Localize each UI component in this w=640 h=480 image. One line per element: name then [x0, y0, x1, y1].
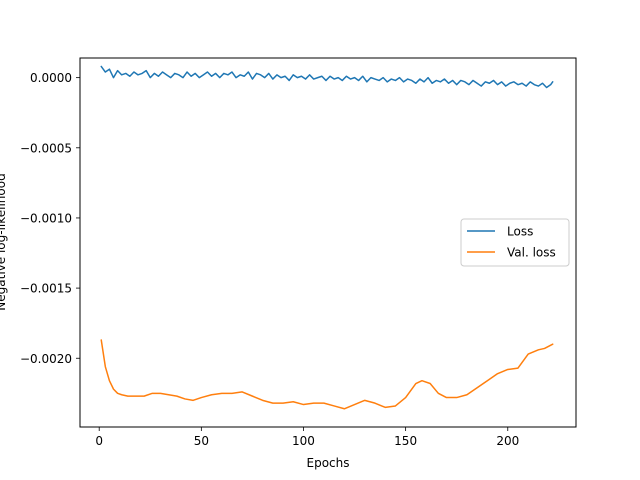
axes-frame — [79, 57, 577, 428]
y-tick-label: −0.0020 — [20, 352, 72, 366]
y-tick-label: −0.0010 — [20, 211, 72, 225]
x-tick-label: 150 — [394, 434, 417, 448]
x-axis-ticks: 0 50 100 150 200 — [95, 427, 519, 448]
x-tick-label: 0 — [95, 434, 103, 448]
x-axis-label: Epochs — [307, 456, 350, 470]
y-axis-ticks: 0.0000 −0.0005 −0.0010 −0.0015 −0.0020 — [20, 71, 80, 366]
x-tick-label: 50 — [194, 434, 209, 448]
legend-label-loss: Loss — [507, 225, 533, 239]
y-tick-label: −0.0005 — [20, 141, 72, 155]
legend: Loss Val. loss — [460, 218, 570, 267]
legend-label-val-loss: Val. loss — [507, 246, 556, 260]
series-line-val-loss — [100, 339, 554, 410]
x-tick-label: 200 — [496, 434, 519, 448]
y-tick-label: 0.0000 — [30, 71, 72, 85]
x-tick-label: 100 — [292, 434, 315, 448]
y-axis-label: Negative log-likelihood — [0, 173, 8, 310]
series-line-loss — [100, 65, 554, 89]
y-tick-label: −0.0015 — [20, 282, 72, 296]
plot-area: 0 50 100 150 200 0.0000 −0.0005 −0.0010 −0.0015… — [20, 57, 577, 448]
series-layer — [100, 65, 554, 410]
